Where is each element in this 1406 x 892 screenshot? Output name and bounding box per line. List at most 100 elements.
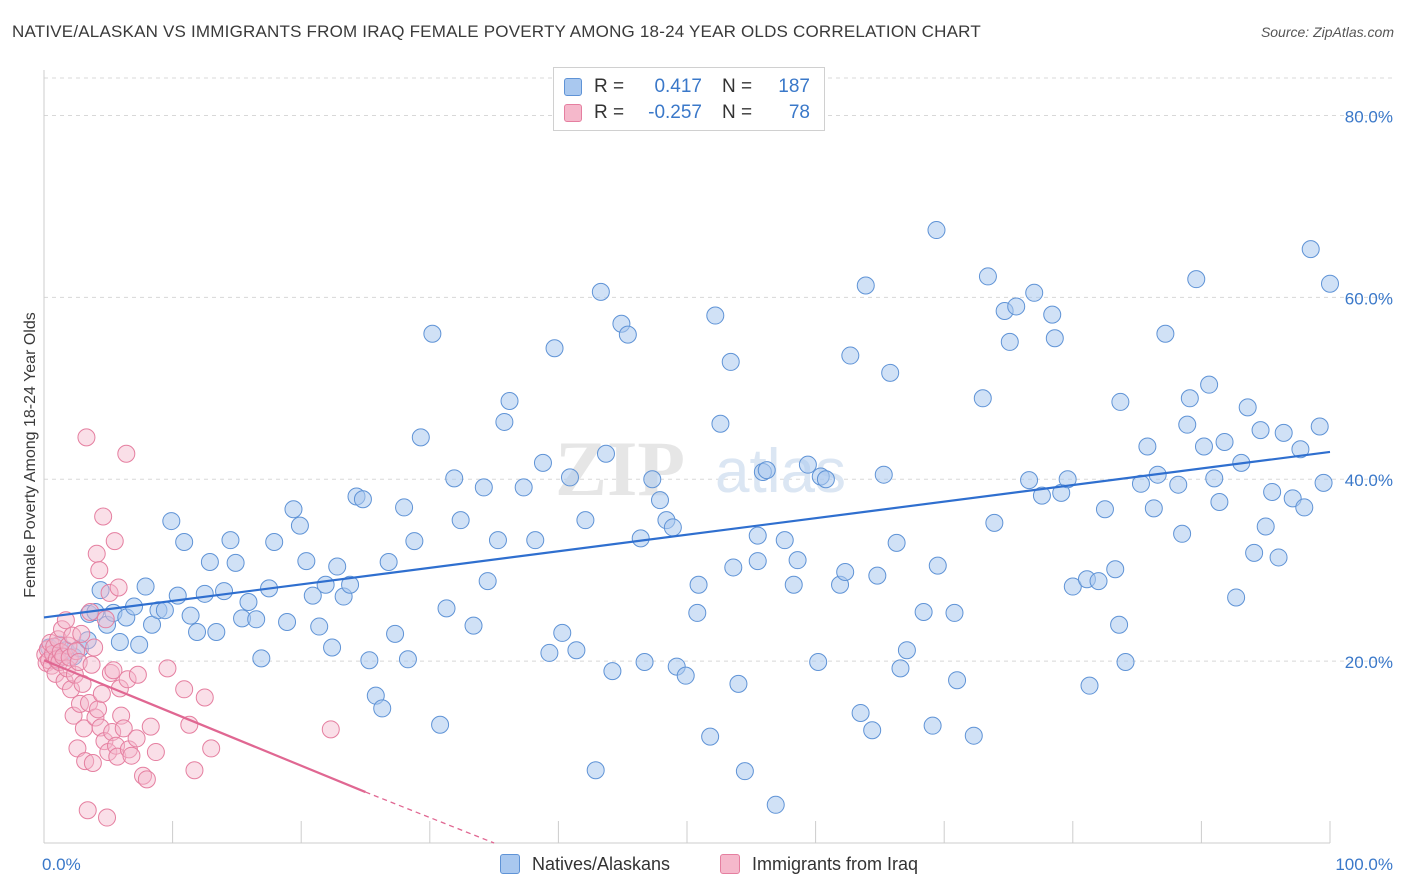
point-iraq xyxy=(104,661,123,680)
point-natives xyxy=(1245,543,1264,562)
point-natives xyxy=(474,478,493,497)
y-tick-label: 60.0% xyxy=(1345,289,1393,308)
point-iraq xyxy=(64,706,83,725)
point-natives xyxy=(1256,517,1275,536)
point-natives xyxy=(1180,389,1199,408)
point-natives xyxy=(252,649,271,668)
point-natives xyxy=(775,531,794,550)
point-natives xyxy=(1295,498,1314,517)
point-natives xyxy=(851,703,870,722)
point-iraq xyxy=(117,444,136,463)
point-natives xyxy=(757,461,776,480)
point-iraq xyxy=(77,428,96,447)
point-natives xyxy=(591,282,610,301)
x-tick-label-left: 0.0% xyxy=(42,855,81,874)
point-natives xyxy=(586,761,605,780)
point-iraq xyxy=(128,665,147,684)
point-iraq xyxy=(99,743,118,762)
point-natives xyxy=(514,478,533,497)
point-natives xyxy=(809,653,828,672)
point-natives xyxy=(175,532,194,551)
point-natives xyxy=(985,513,1004,532)
point-natives xyxy=(1269,548,1288,567)
point-natives xyxy=(1321,274,1339,293)
point-natives xyxy=(891,659,910,678)
point-natives xyxy=(1111,392,1130,411)
legend-swatch-blue xyxy=(564,78,582,96)
correlation-legend: R = 0.417 N = 187 R = -0.257 N = 78 xyxy=(553,67,825,131)
point-natives xyxy=(635,653,654,672)
point-natives xyxy=(188,623,207,642)
point-natives xyxy=(1063,577,1082,596)
legend-r-label: R = xyxy=(594,102,625,123)
y-tick-label: 20.0% xyxy=(1345,653,1393,672)
point-natives xyxy=(724,558,743,577)
point-natives xyxy=(816,470,835,489)
point-natives xyxy=(1169,475,1188,494)
point-natives xyxy=(863,721,882,740)
point-natives xyxy=(927,221,946,240)
y-tick-label: 80.0% xyxy=(1345,107,1393,126)
point-iraq xyxy=(103,723,122,742)
point-natives xyxy=(328,557,347,576)
point-natives xyxy=(856,276,875,295)
x-tick-label-right: 100.0% xyxy=(1335,855,1393,874)
chart-title: NATIVE/ALASKAN VS IMMIGRANTS FROM IRAQ F… xyxy=(12,22,981,41)
point-natives xyxy=(836,562,855,581)
point-natives xyxy=(464,616,483,635)
point-natives xyxy=(688,603,707,622)
point-natives xyxy=(650,491,669,510)
legend-swatch-pink xyxy=(564,104,582,122)
point-natives xyxy=(1089,572,1108,591)
point-natives xyxy=(576,511,595,530)
point-natives xyxy=(437,599,456,618)
point-natives xyxy=(1194,437,1213,456)
point-natives xyxy=(1205,469,1224,488)
point-natives xyxy=(1110,615,1129,634)
point-natives xyxy=(1251,421,1270,440)
legend-r-value: 0.417 xyxy=(654,76,702,97)
point-natives xyxy=(110,633,129,652)
point-natives xyxy=(1227,588,1246,607)
point-natives xyxy=(567,641,586,660)
legend-r-label: R = xyxy=(594,76,625,97)
point-natives xyxy=(1045,329,1064,348)
point-iraq xyxy=(141,717,160,736)
bottom-legend-iraq: Immigrants from Iraq xyxy=(720,852,918,876)
point-natives xyxy=(1187,270,1206,289)
point-natives xyxy=(341,575,360,594)
point-natives xyxy=(1291,440,1310,459)
point-natives xyxy=(395,498,414,517)
point-iraq xyxy=(105,532,124,551)
point-iraq xyxy=(109,578,128,597)
point-natives xyxy=(560,468,579,487)
point-natives xyxy=(553,623,572,642)
point-natives xyxy=(451,511,470,530)
point-iraq xyxy=(185,761,204,780)
point-natives xyxy=(603,662,622,681)
point-natives xyxy=(226,553,245,572)
point-natives xyxy=(1215,432,1234,451)
point-natives xyxy=(766,795,785,814)
point-natives xyxy=(868,566,887,585)
legend-n-label: N = xyxy=(722,76,753,97)
point-natives xyxy=(290,516,309,535)
point-natives xyxy=(398,650,417,669)
point-iraq xyxy=(91,718,110,737)
point-natives xyxy=(964,726,983,745)
point-natives xyxy=(478,572,497,591)
point-iraq xyxy=(146,743,165,762)
point-natives xyxy=(948,671,967,690)
point-natives xyxy=(748,526,767,545)
point-iraq xyxy=(58,659,77,678)
point-natives xyxy=(923,716,942,735)
trendline-natives xyxy=(43,450,1331,619)
point-iraq xyxy=(67,642,86,661)
point-natives xyxy=(1080,676,1099,695)
legend-n-value: 187 xyxy=(778,76,810,97)
point-natives xyxy=(914,603,933,622)
point-natives xyxy=(195,584,214,603)
point-natives xyxy=(136,577,155,596)
point-iraq xyxy=(95,732,114,751)
